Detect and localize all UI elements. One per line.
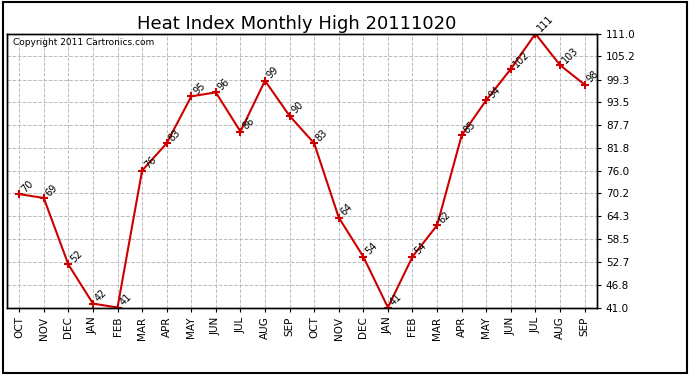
Text: 98: 98 (584, 69, 600, 85)
Text: 64: 64 (339, 202, 355, 217)
Text: 85: 85 (462, 120, 477, 135)
Text: 111: 111 (535, 13, 555, 34)
Text: 96: 96 (216, 76, 232, 92)
Text: Heat Index Monthly High 20111020: Heat Index Monthly High 20111020 (137, 15, 456, 33)
Text: 90: 90 (290, 100, 305, 116)
Text: 52: 52 (68, 249, 84, 264)
Text: 54: 54 (364, 241, 379, 256)
Text: 86: 86 (240, 116, 256, 132)
Text: 41: 41 (117, 292, 133, 308)
Text: 69: 69 (43, 182, 59, 198)
Text: 76: 76 (142, 155, 158, 171)
Text: 83: 83 (167, 128, 182, 143)
Text: 103: 103 (560, 45, 580, 65)
Text: 99: 99 (265, 65, 281, 81)
Text: Copyright 2011 Cartronics.com: Copyright 2011 Cartronics.com (13, 38, 154, 47)
Text: 62: 62 (437, 210, 453, 225)
Text: 102: 102 (511, 49, 531, 69)
Text: 83: 83 (314, 128, 330, 143)
Text: 94: 94 (486, 84, 502, 100)
Text: 54: 54 (413, 241, 428, 256)
Text: 95: 95 (191, 81, 207, 96)
Text: 42: 42 (93, 288, 109, 304)
Text: 41: 41 (388, 292, 404, 308)
Text: 70: 70 (19, 178, 35, 194)
